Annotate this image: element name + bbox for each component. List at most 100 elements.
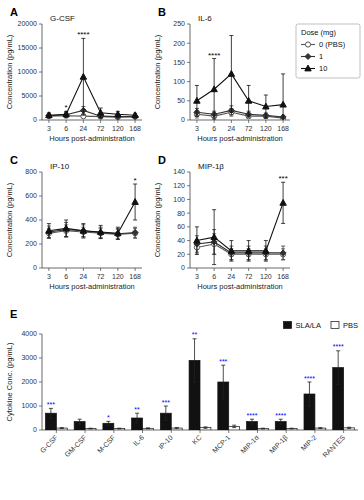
x-tick <box>231 120 232 123</box>
error-cap <box>281 223 285 224</box>
x-tick <box>248 120 249 123</box>
marker <box>115 111 121 117</box>
bar <box>344 428 355 430</box>
error-stem <box>79 419 80 424</box>
error-cap <box>232 425 236 426</box>
annotation: **** <box>247 412 258 419</box>
x-tick-label: 168 <box>129 125 141 132</box>
error-cap <box>164 420 168 421</box>
panel: 020406080100120140Concentration (pg/mL)D… <box>153 154 290 291</box>
marker <box>97 109 103 115</box>
error-cap <box>133 238 137 239</box>
error-bar <box>60 427 64 429</box>
x-tick <box>83 120 84 123</box>
error-cap <box>229 261 233 262</box>
x-tick <box>100 120 101 123</box>
y-tick-label: 3000 <box>21 354 37 361</box>
x-tick-label: 6 <box>212 273 216 280</box>
y-axis-line <box>42 334 43 430</box>
error-bar <box>133 227 137 238</box>
x-tick-label: 24 <box>79 273 87 280</box>
error-cap <box>247 116 251 117</box>
x-axis-line <box>190 268 290 269</box>
x-tick-label: 3 <box>195 273 199 280</box>
error-cap <box>229 115 233 116</box>
x-tick <box>343 430 344 433</box>
y-tick <box>39 172 42 173</box>
x-tick-label: GM-CSF <box>63 434 87 458</box>
marker <box>280 199 286 205</box>
bar <box>257 429 268 430</box>
error-cap <box>64 236 68 237</box>
y-tick-label: 4000 <box>21 330 37 337</box>
series-line <box>197 203 283 251</box>
error-cap <box>290 428 294 429</box>
error-cap <box>99 238 103 239</box>
x-tick <box>171 430 172 433</box>
x-axis-line <box>190 120 290 121</box>
x-tick <box>231 268 232 271</box>
marker <box>80 228 86 234</box>
y-axis-line <box>42 24 43 120</box>
error-cap <box>264 240 268 241</box>
x-tick-label: 24 <box>79 125 87 132</box>
panel: 01000200030004000Cytokine Conc. (pg/mL)E… <box>5 308 358 459</box>
title: IP-10 <box>50 162 70 171</box>
chart: 05000100001500020000Concentration (pg/mL… <box>0 0 364 500</box>
error-cap <box>307 382 311 383</box>
error-bar <box>347 427 351 428</box>
error-cap <box>264 118 268 119</box>
y-tick <box>187 185 190 186</box>
marker <box>80 73 86 79</box>
y-tick-label: 80 <box>177 210 185 217</box>
marker <box>245 97 251 103</box>
annotation: **** <box>208 51 220 60</box>
error-bar <box>106 421 110 425</box>
x-tick-label: MIP-1β <box>268 434 290 456</box>
x-tick-label: 120 <box>260 273 272 280</box>
error-cap <box>195 85 199 86</box>
error-cap <box>89 428 93 429</box>
error-cap <box>318 427 322 428</box>
x-tick <box>83 268 84 271</box>
error-cap <box>133 220 137 221</box>
error-bar <box>281 74 285 120</box>
error-cap <box>195 226 199 227</box>
error-cap <box>247 240 251 241</box>
error-cap <box>229 240 233 241</box>
y-tick <box>187 240 190 241</box>
error-cap <box>47 238 51 239</box>
y-tick <box>39 72 42 73</box>
y-tick <box>39 358 42 359</box>
y-tick <box>187 172 190 173</box>
error-cap <box>64 236 68 237</box>
error-bar <box>221 365 225 399</box>
x-tick <box>214 120 215 123</box>
error-cap <box>81 223 85 224</box>
error-cap <box>229 116 233 117</box>
y-tick <box>39 382 42 383</box>
title: MIP-1β <box>198 162 224 171</box>
y-tick-label: 0 <box>181 116 185 123</box>
x-tick-label: 3 <box>195 125 199 132</box>
error-cap <box>229 35 233 36</box>
y-tick-label: 0 <box>181 264 185 271</box>
marker <box>98 230 104 236</box>
marker <box>305 54 311 60</box>
error-stem <box>50 408 51 418</box>
legend: PBSSLA/LA <box>284 321 358 330</box>
y-tick-label: 250 <box>173 20 185 27</box>
error-cap <box>250 424 254 425</box>
marker <box>46 227 52 233</box>
series-line <box>197 112 283 118</box>
x-tick-label: G-CSF <box>39 434 59 454</box>
y-tick-label: 2000 <box>21 378 37 385</box>
x-axis-label: Hours post-administration <box>49 282 134 291</box>
x-tick <box>265 120 266 123</box>
error-cap <box>261 428 265 429</box>
marker <box>132 230 138 236</box>
bar <box>171 428 182 430</box>
error-stem <box>194 339 195 382</box>
error-cap <box>279 419 283 420</box>
y-tick <box>39 24 42 25</box>
